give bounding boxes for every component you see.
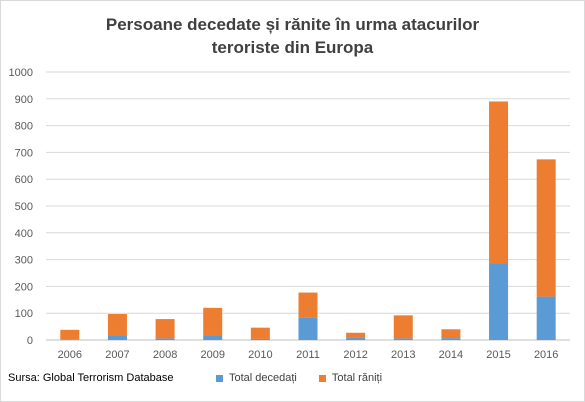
bar-deaths — [489, 263, 509, 340]
y-tick-label: 400 — [15, 228, 33, 240]
y-tick-label: 900 — [15, 94, 33, 106]
x-tick-label: 2008 — [153, 349, 177, 361]
legend-swatch-injured — [318, 374, 326, 382]
y-tick-label: 700 — [15, 147, 33, 159]
bar-injured — [536, 159, 556, 297]
x-tick-label: 2006 — [58, 349, 82, 361]
bar-injured — [489, 101, 509, 264]
x-tick-label: 2013 — [391, 349, 415, 361]
gridlines — [46, 71, 570, 341]
bar-deaths — [298, 317, 318, 340]
bar-injured — [60, 329, 80, 340]
chart-title-line-2: teroriste din Europa — [211, 38, 374, 57]
bar-injured — [250, 327, 270, 339]
bar-deaths — [250, 338, 270, 340]
legend-label-deaths: Total decedați — [229, 372, 297, 384]
legend: Total decedați Total răniți — [216, 372, 404, 384]
x-tick-label: 2009 — [200, 349, 224, 361]
y-tick-label: 100 — [15, 308, 33, 320]
y-tick-label: 200 — [15, 281, 33, 293]
legend-item-deaths: Total decedați — [216, 372, 297, 384]
bar-deaths — [203, 335, 223, 340]
x-tick-label: 2014 — [439, 349, 463, 361]
bar-injured — [155, 319, 175, 339]
legend-label-injured: Total răniți — [331, 372, 383, 384]
bar-injured — [107, 314, 127, 336]
x-tick-label: 2010 — [248, 349, 272, 361]
bar-injured — [298, 292, 318, 318]
x-tick-label: 2015 — [486, 349, 510, 361]
bar-deaths — [346, 337, 366, 340]
x-tick-label: 2016 — [534, 349, 558, 361]
x-tick-label: 2007 — [105, 349, 129, 361]
bar-deaths — [536, 296, 556, 340]
source-note: Sursa: Global Terrorism Database — [8, 372, 174, 384]
bar-deaths — [393, 338, 413, 340]
x-tick-label: 2012 — [343, 349, 367, 361]
x-tick-label: 2011 — [296, 349, 320, 361]
y-tick-label: 600 — [15, 174, 33, 186]
legend-item-injured: Total răniți — [318, 372, 383, 384]
x-axis-ticks: 2006 2007 2008 2009 2010 2011 2012 2013 2014 2015… — [58, 349, 559, 361]
bar-injured — [393, 315, 413, 339]
bar-deaths — [441, 338, 461, 340]
y-axis-ticks: 0 100 200 300 400 500 600 700 800 900 1000 — [9, 67, 33, 347]
y-tick-label: 800 — [15, 121, 33, 133]
y-tick-label: 1000 — [9, 67, 33, 79]
y-tick-label: 300 — [15, 255, 33, 267]
bar-deaths — [107, 335, 127, 340]
bar-deaths — [60, 339, 80, 340]
y-tick-label: 500 — [15, 201, 33, 213]
bar-injured — [203, 307, 223, 336]
chart-title-line-1: Persoane decedate și rănite în urma atac… — [105, 15, 480, 34]
legend-swatch-deaths — [216, 374, 223, 382]
bar-deaths — [155, 338, 175, 340]
y-tick-label: 0 — [27, 335, 33, 347]
bars — [60, 101, 556, 340]
bar-injured — [441, 329, 461, 339]
bar-injured — [346, 332, 366, 338]
